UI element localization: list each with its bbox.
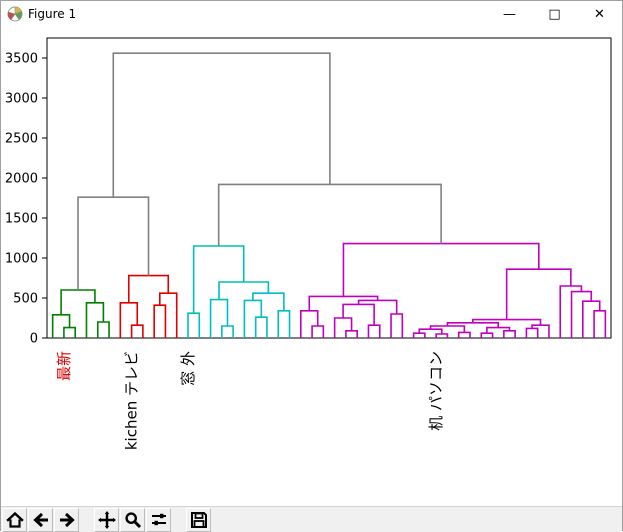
- toolbar-separator: [171, 508, 185, 532]
- dendrogram-link: [192, 245, 245, 314]
- dendrogram-link: [252, 292, 285, 311]
- dendrogram-link: [254, 316, 268, 338]
- dendrogram-link: [153, 304, 167, 338]
- dendrogram-link: [357, 299, 398, 314]
- dendrogram-link: [531, 324, 550, 338]
- dendrogram-link: [217, 183, 442, 246]
- dendrogram-link: [435, 333, 449, 338]
- dendrogram-link: [96, 321, 110, 338]
- dendrogram-link: [390, 313, 404, 338]
- dendrogram-plot: 0 500 1000 1500 2000 2500 3000 3500 最新 kichen テレビ…: [5, 37, 612, 450]
- dendrogram-link: [457, 331, 471, 338]
- maximize-button[interactable]: □: [532, 1, 577, 27]
- y-tick-label: 2000: [5, 172, 38, 187]
- subplots-button[interactable]: [146, 507, 171, 532]
- dendrogram-link: [345, 330, 358, 338]
- dendrogram-link: [525, 327, 539, 338]
- zoom-magnifier-icon: [124, 511, 141, 528]
- leaf-label: 窓 外: [179, 351, 197, 386]
- y-tick-label: 1500: [5, 212, 38, 227]
- home-button[interactable]: [2, 507, 27, 532]
- dendrogram-link: [209, 298, 229, 338]
- navigation-toolbar: [1, 506, 622, 532]
- y-tick-label: 3500: [5, 52, 38, 67]
- y-tick-label: 1000: [5, 252, 38, 267]
- pan-arrows-icon: [97, 510, 116, 529]
- forward-button[interactable]: [54, 507, 79, 532]
- y-tick-label: 2500: [5, 132, 38, 147]
- zoom-button[interactable]: [120, 507, 145, 532]
- dendrogram-link: [342, 303, 375, 326]
- dendrogram-link: [333, 317, 353, 338]
- leaf-label: 最新: [55, 351, 73, 381]
- leaf-label: 机 パソコン: [427, 351, 445, 431]
- dendrogram-link: [127, 274, 170, 303]
- dendrogram-link: [570, 290, 593, 338]
- figure-canvas[interactable]: 0 500 1000 1500 2000 2500 3000 3500 最新 kichen テレビ…: [1, 27, 622, 506]
- axes-frame: [46, 37, 612, 339]
- y-tick-label: 500: [13, 292, 38, 307]
- dendrogram-link: [130, 324, 144, 338]
- home-icon: [5, 511, 24, 528]
- dendrogram-link: [505, 268, 572, 320]
- sliders-icon: [151, 513, 166, 525]
- dendrogram-link: [51, 314, 71, 338]
- dendrogram-link: [300, 310, 319, 338]
- dendrogram-link: [311, 325, 325, 338]
- toolbar-separator: [79, 508, 93, 532]
- dendrogram-link: [85, 302, 105, 338]
- dendrogram-link: [243, 299, 263, 338]
- window-title: Figure 1: [28, 7, 77, 21]
- dendrogram-link: [187, 312, 201, 338]
- y-tick-label: 3000: [5, 92, 38, 107]
- minimize-button[interactable]: —: [487, 1, 532, 27]
- dendrogram-link: [221, 325, 234, 338]
- forward-arrow-icon: [59, 512, 75, 527]
- matplotlib-app-icon: [7, 6, 23, 22]
- dendrogram-link: [112, 52, 331, 198]
- back-arrow-icon: [32, 512, 48, 527]
- dendrogram-link: [593, 310, 607, 338]
- dendrogram-link: [159, 292, 178, 338]
- save-floppy-icon: [190, 511, 207, 528]
- leaf-label: kichen テレビ: [123, 351, 141, 450]
- back-button[interactable]: [28, 507, 53, 532]
- dendrogram-link: [119, 302, 139, 338]
- close-button[interactable]: ✕: [577, 1, 622, 27]
- title-bar[interactable]: Figure 1 — □ ✕: [1, 1, 622, 27]
- dendrogram-link: [63, 326, 76, 338]
- dendrogram-link: [277, 310, 291, 338]
- dendrogram-link: [367, 324, 381, 338]
- dendrogram-link: [480, 332, 494, 338]
- save-button[interactable]: [186, 507, 211, 532]
- dendrogram-link: [218, 281, 270, 300]
- y-tick-label: 0: [30, 332, 38, 347]
- dendrogram-link: [503, 330, 516, 338]
- dendrogram-link: [582, 300, 601, 338]
- dendrogram-link: [412, 332, 426, 338]
- pan-button[interactable]: [94, 507, 119, 532]
